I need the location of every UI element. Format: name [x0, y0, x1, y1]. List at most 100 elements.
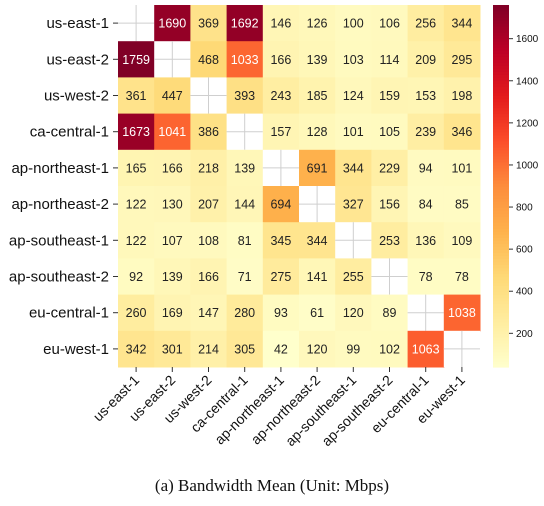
cell-value-label: 144: [234, 198, 255, 212]
colorbar-segment: [493, 113, 509, 118]
colorbar: 200 400 600 800 1000 1200 1400 1600: [493, 5, 539, 368]
heatmap-cell: [190, 294, 228, 332]
colorbar-segment: [493, 86, 509, 91]
colorbar-segment: [493, 170, 509, 175]
heatmap-cell: [299, 330, 336, 368]
heatmap-cell: [226, 222, 264, 259]
heatmap-cell: [371, 330, 409, 368]
row-label: ca-central-1: [30, 124, 109, 141]
colorbar-segment: [493, 288, 509, 293]
colorbar-segment: [493, 104, 509, 109]
cell-value-label: 1673: [122, 125, 150, 139]
colorbar-segment: [493, 291, 509, 296]
row-labels: us-east-1 us-east-2 us-west-2 ca-central-1 a…: [9, 15, 118, 358]
colorbar-tick-label: 800: [516, 203, 533, 214]
colorbar-segment: [493, 348, 509, 353]
cell-value-label: 295: [451, 53, 472, 67]
colorbar-segment: [493, 351, 509, 356]
colorbar-segment: [493, 357, 509, 362]
colorbar-segment: [493, 152, 509, 157]
colorbar-segment: [493, 83, 509, 88]
heatmap-cell: [335, 77, 372, 115]
colorbar-segment: [493, 234, 509, 238]
colorbar-segment: [493, 107, 509, 112]
colorbar-segment: [493, 53, 509, 57]
heatmap-cell: [335, 258, 372, 296]
cell-value-label: 239: [415, 125, 436, 139]
heatmap-cell: [371, 149, 409, 187]
colorbar-segment: [493, 122, 509, 127]
heatmap-cell: [371, 113, 409, 151]
heatmap-cell: [190, 113, 228, 151]
cell-value-label: 71: [238, 270, 252, 284]
colorbar-segment: [493, 360, 509, 365]
cell-value-label: 107: [162, 234, 183, 248]
cell-value-label: 243: [270, 89, 291, 103]
colorbar-segment: [493, 207, 509, 211]
cell-value-label: 198: [451, 89, 472, 103]
colorbar-segment: [493, 41, 509, 45]
colorbar-segment: [493, 110, 509, 115]
colorbar-segment: [493, 342, 509, 347]
heatmap-cell: [407, 41, 445, 78]
colorbar-segment: [493, 137, 509, 142]
colorbar-segment: [493, 65, 509, 69]
heatmap-cell: [299, 113, 336, 151]
colorbar-segment: [493, 17, 509, 21]
heatmap-cell: [154, 330, 191, 368]
colorbar-tick-label: 400: [516, 287, 533, 298]
heatmap-cell: [335, 330, 372, 368]
cell-value-label: 130: [162, 198, 183, 212]
colorbar-segment: [493, 270, 509, 275]
colorbar-segment: [493, 5, 509, 9]
colorbar-segment: [493, 279, 509, 284]
cell-value-label: 141: [307, 270, 328, 284]
heatmap-cell: [154, 77, 191, 115]
row-label: us-east-2: [46, 51, 109, 68]
colorbar-segment: [493, 339, 509, 344]
cell-value-label: 122: [126, 198, 147, 212]
colorbar-segment: [493, 210, 509, 214]
colorbar-segment: [493, 216, 509, 220]
heatmap-cell: [299, 77, 336, 115]
colorbar-segment: [493, 318, 509, 323]
colorbar-segment: [493, 255, 509, 259]
colorbar-segment: [493, 285, 509, 290]
row-label: ap-northeast-1: [11, 160, 109, 177]
cell-value-label: 139: [162, 270, 183, 284]
heatmap-cell: [371, 5, 409, 42]
colorbar-segment: [493, 300, 509, 305]
cell-value-label: 369: [198, 17, 219, 31]
heatmap-cell: [371, 41, 409, 78]
colorbar-segment: [493, 92, 509, 97]
heatmap-cell: [407, 5, 445, 42]
cell-value-label: 185: [307, 89, 328, 103]
colorbar-segment: [493, 68, 509, 72]
colorbar-segment: [493, 176, 509, 181]
heatmap-cell: [443, 222, 481, 259]
cell-value-label: 344: [343, 161, 364, 175]
cell-value-label: 1759: [122, 53, 150, 67]
heatmap-cell: [154, 149, 191, 187]
heatmap-cell: [299, 149, 336, 187]
cell-value-label: 122: [126, 234, 147, 248]
colorbar-segment: [493, 237, 509, 241]
heatmap-cell: [154, 222, 191, 259]
heatmap-cell: [190, 258, 228, 296]
colorbar-segment: [493, 228, 509, 232]
cell-value-label: 78: [455, 270, 469, 284]
heatmap-cell: [262, 294, 300, 332]
colorbar-segment: [493, 44, 509, 48]
colorbar-segment: [493, 276, 509, 281]
cell-value-label: 346: [451, 125, 472, 139]
heatmap-cell: [335, 113, 372, 151]
colorbar-segment: [493, 198, 509, 202]
cell-value-label: 255: [343, 270, 364, 284]
cell-value-label: 209: [415, 53, 436, 67]
colorbar-segment: [493, 306, 509, 311]
heatmap-cell: [154, 113, 191, 151]
colorbar-tick-label: 1000: [516, 160, 539, 171]
cell-value-label: 126: [307, 17, 328, 31]
cell-value-label: 139: [307, 53, 328, 67]
